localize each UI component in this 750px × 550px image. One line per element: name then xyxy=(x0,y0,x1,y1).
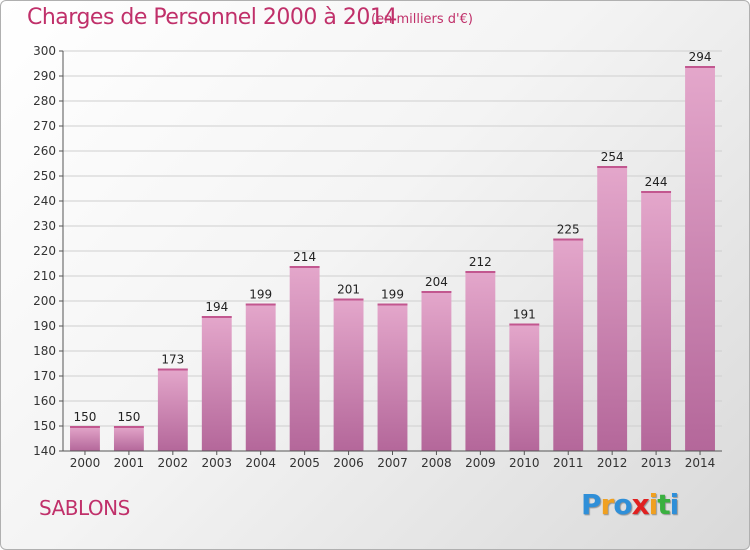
value-label: 199 xyxy=(381,288,404,302)
y-tick-label: 280 xyxy=(33,94,56,108)
bar-top-2008 xyxy=(421,291,452,293)
x-tick-label: 2011 xyxy=(553,456,584,470)
y-tick-label: 190 xyxy=(33,319,56,333)
x-tick-label: 2005 xyxy=(289,456,320,470)
value-label: 294 xyxy=(689,50,712,64)
bar-top-2010 xyxy=(509,323,540,326)
logo-letter: P xyxy=(581,488,602,521)
bar-2007 xyxy=(377,303,408,451)
y-tick-label: 200 xyxy=(33,294,56,308)
bar-2001 xyxy=(113,426,144,451)
value-label: 199 xyxy=(249,288,272,302)
logo-letter: o xyxy=(613,488,632,521)
y-tick-label: 150 xyxy=(33,419,56,433)
logo-letter: t xyxy=(657,488,670,521)
bar-2003 xyxy=(201,316,232,451)
proxiti-logo: Proxiti xyxy=(581,488,680,521)
bar-2012 xyxy=(597,166,628,451)
y-tick-label: 170 xyxy=(33,369,56,383)
x-tick-label: 2004 xyxy=(245,456,276,470)
bar-top-2005 xyxy=(289,266,320,268)
bar-2008 xyxy=(421,291,452,451)
y-tick-label: 300 xyxy=(33,44,56,58)
bar-top-2009 xyxy=(465,271,496,273)
bar-2006 xyxy=(333,298,364,451)
y-tick-label: 240 xyxy=(33,194,56,208)
bar-2013 xyxy=(641,191,672,451)
y-tick-label: 260 xyxy=(33,144,56,158)
y-tick-label: 140 xyxy=(33,444,56,458)
x-tick-label: 2008 xyxy=(421,456,452,470)
x-tick-label: 2012 xyxy=(597,456,628,470)
value-label: 244 xyxy=(645,175,668,189)
y-tick-label: 180 xyxy=(33,344,56,358)
bar-top-2000 xyxy=(70,426,100,428)
bar-2014 xyxy=(685,66,715,451)
x-tick-label: 2013 xyxy=(641,456,672,470)
value-label: 173 xyxy=(161,353,184,367)
value-label: 204 xyxy=(425,275,448,289)
chart-title: Charges de Personnel 2000 à 2014 xyxy=(27,5,397,30)
bar-top-2003 xyxy=(201,316,232,318)
y-tick-label: 230 xyxy=(33,219,56,233)
x-tick-label: 2009 xyxy=(465,456,496,470)
x-tick-label: 2007 xyxy=(377,456,408,470)
value-label: 150 xyxy=(74,410,97,424)
chart-subtitle: (en milliers d'€) xyxy=(371,12,473,27)
bar-top-2001 xyxy=(113,426,144,428)
value-label: 201 xyxy=(337,283,360,297)
value-label: 214 xyxy=(293,250,316,264)
bar-layer: 150 150 173 194 199 214 201 199 204 212 191 225 254 2… xyxy=(70,50,715,451)
y-tick-label: 220 xyxy=(33,244,56,258)
value-label: 194 xyxy=(205,300,228,314)
value-label: 150 xyxy=(117,410,140,424)
y-tick-label: 160 xyxy=(33,394,56,408)
bar-2005 xyxy=(289,266,320,451)
bar-top-2006 xyxy=(333,298,364,301)
logo-letter: r xyxy=(600,488,615,521)
value-label: 254 xyxy=(601,150,624,164)
place-label: SABLONS xyxy=(39,496,130,520)
y-tick-label: 270 xyxy=(33,119,56,133)
bar-top-2012 xyxy=(597,166,628,168)
bar-2002 xyxy=(157,368,188,451)
logo-letter: x xyxy=(631,488,650,521)
y-tick-label: 210 xyxy=(33,269,56,283)
value-label: 191 xyxy=(513,308,536,322)
bar-2010 xyxy=(509,323,540,451)
logo-letter: i xyxy=(648,488,659,521)
y-tick-label: 250 xyxy=(33,169,56,183)
bar-top-2007 xyxy=(377,303,408,306)
x-tick-label: 2002 xyxy=(158,456,189,470)
x-tick-label: 2001 xyxy=(114,456,145,470)
value-label: 225 xyxy=(557,223,580,237)
x-tick-label: 2010 xyxy=(509,456,540,470)
bar-top-2004 xyxy=(245,303,276,306)
bar-top-2002 xyxy=(157,368,188,371)
x-tick-label: 2003 xyxy=(201,456,232,470)
bar-top-2011 xyxy=(553,238,584,241)
logo-letter: i xyxy=(669,488,680,521)
x-tick-label: 2014 xyxy=(685,456,716,470)
bar-top-2014 xyxy=(685,66,715,68)
x-tick-label: 2000 xyxy=(70,456,101,470)
bar-2011 xyxy=(553,238,584,451)
bar-2004 xyxy=(245,303,276,451)
bar-top-2013 xyxy=(641,191,672,193)
y-tick-label: 290 xyxy=(33,69,56,83)
value-label: 212 xyxy=(469,255,492,269)
axis-layer: 140 150 160 170 180 190 200 210 220 230 240 250 260 2… xyxy=(33,44,722,470)
x-tick-label: 2006 xyxy=(333,456,364,470)
bar-2000 xyxy=(70,426,100,451)
bar-2009 xyxy=(465,271,496,451)
